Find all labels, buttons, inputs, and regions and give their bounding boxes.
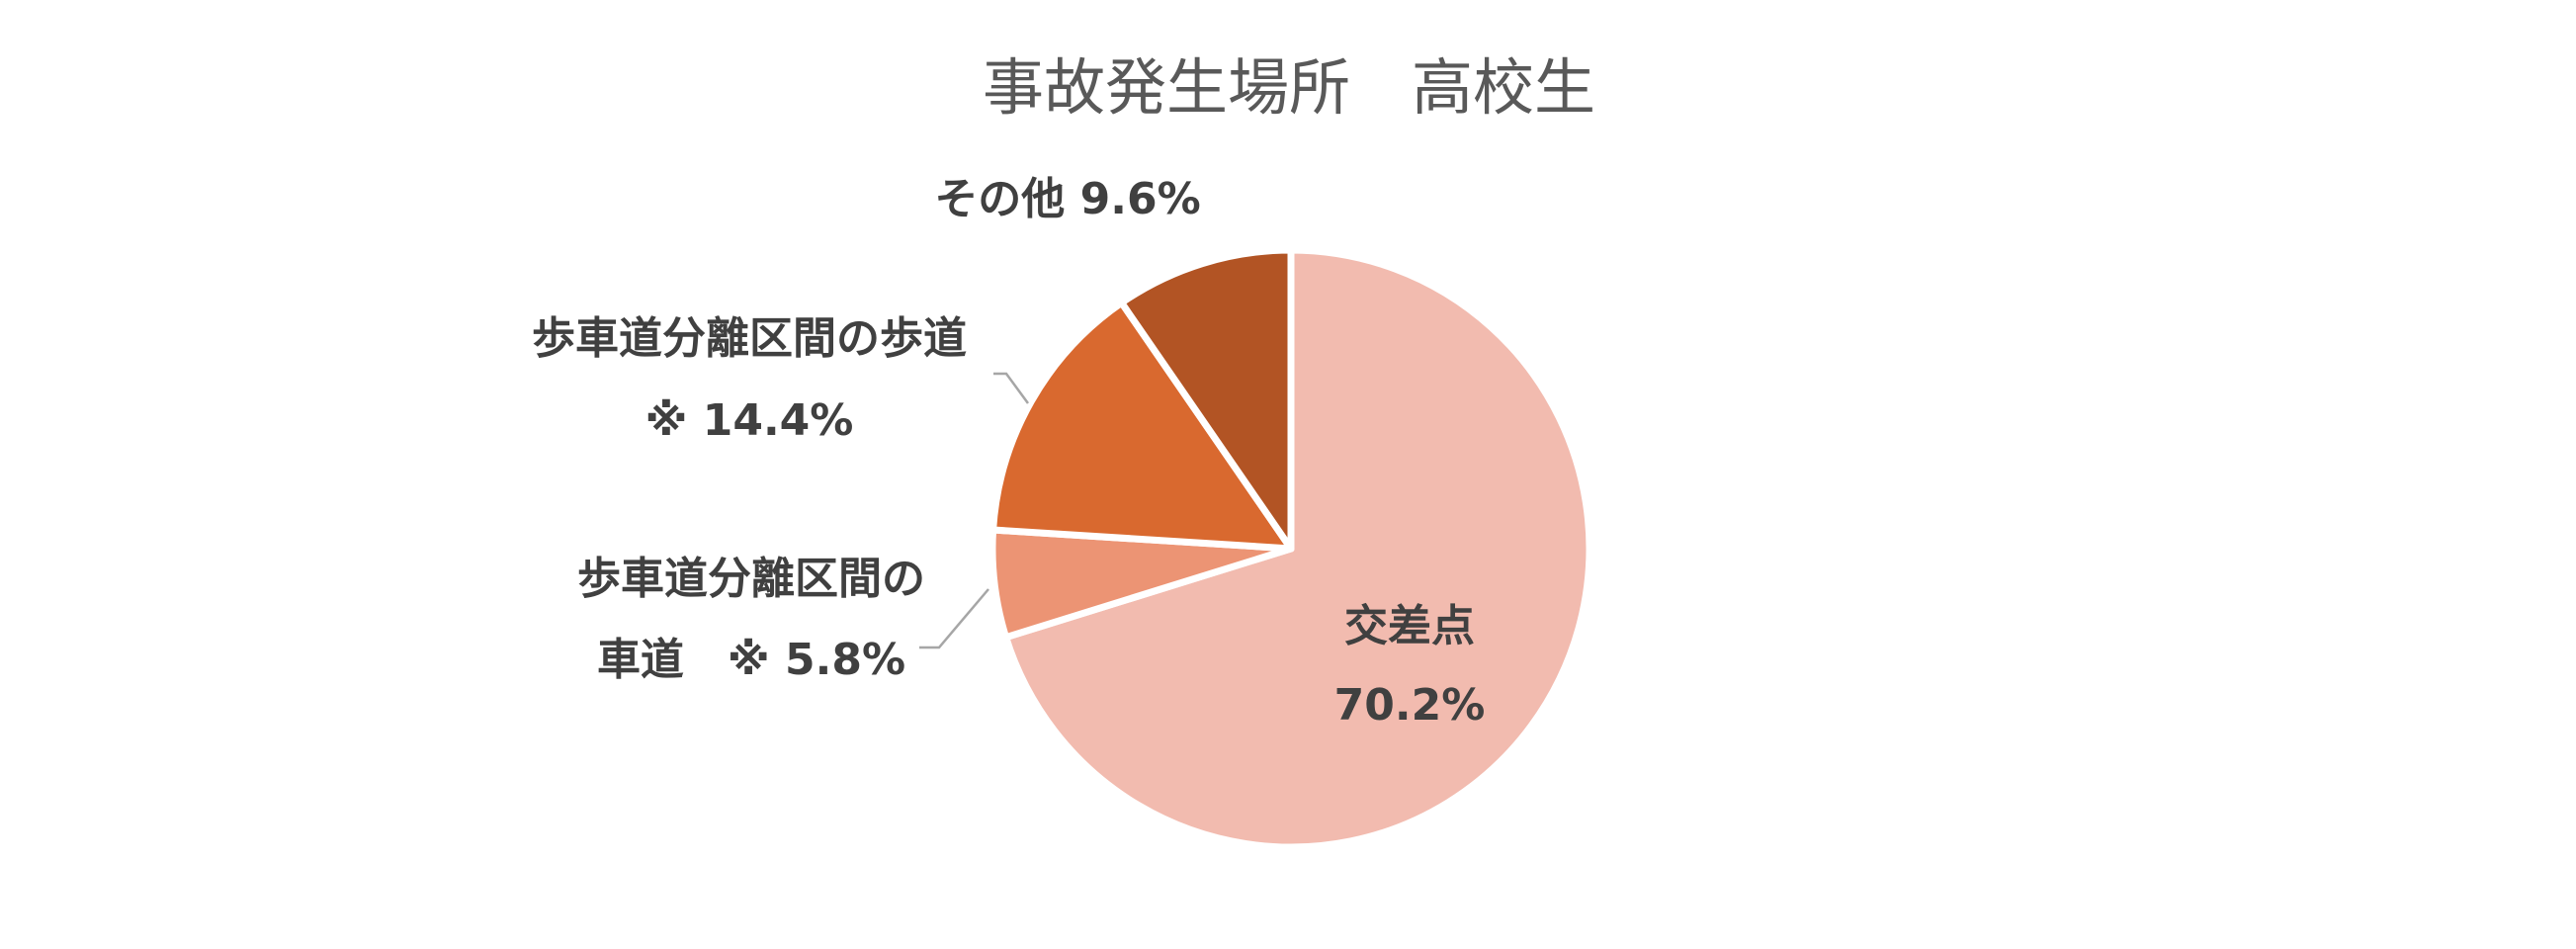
slice-label-line: その他 9.6%: [934, 174, 1200, 224]
data-labels: 交差点 70.2% 歩車道分離区間の車道 ※ 5.8% 歩車道分離区間の歩道 ※ 14.…: [532, 174, 1485, 731]
slice-data-label: 歩車道分離区間の歩道 ※ 14.4%: [532, 313, 967, 446]
slice-label-line: 車道 ※ 5.8%: [597, 635, 905, 685]
pie-slice: [989, 299, 1295, 553]
slice-label-line: 歩車道分離区間の: [577, 554, 925, 604]
slice-data-label: 歩車道分離区間の車道 ※ 5.8%: [577, 554, 925, 685]
leader-lines: [919, 372, 1030, 649]
slice-label-line: 交差点: [1344, 601, 1475, 651]
leader-line: [993, 372, 1030, 404]
pie-slice: [1002, 246, 1593, 851]
slice-label-line: 70.2%: [1334, 680, 1486, 731]
slice-label-line: ※ 14.4%: [645, 395, 854, 446]
leader-line: [919, 588, 989, 649]
slice-data-label: 交差点 70.2%: [1334, 601, 1486, 731]
pie-slices: [988, 246, 1593, 851]
slice-label-line: 歩車道分離区間の歩道: [532, 313, 967, 364]
slice-data-label: その他 9.6%: [934, 174, 1200, 224]
chart-title: 事故発生場所 高校生: [983, 51, 1595, 124]
pie-slice: [1118, 246, 1295, 553]
